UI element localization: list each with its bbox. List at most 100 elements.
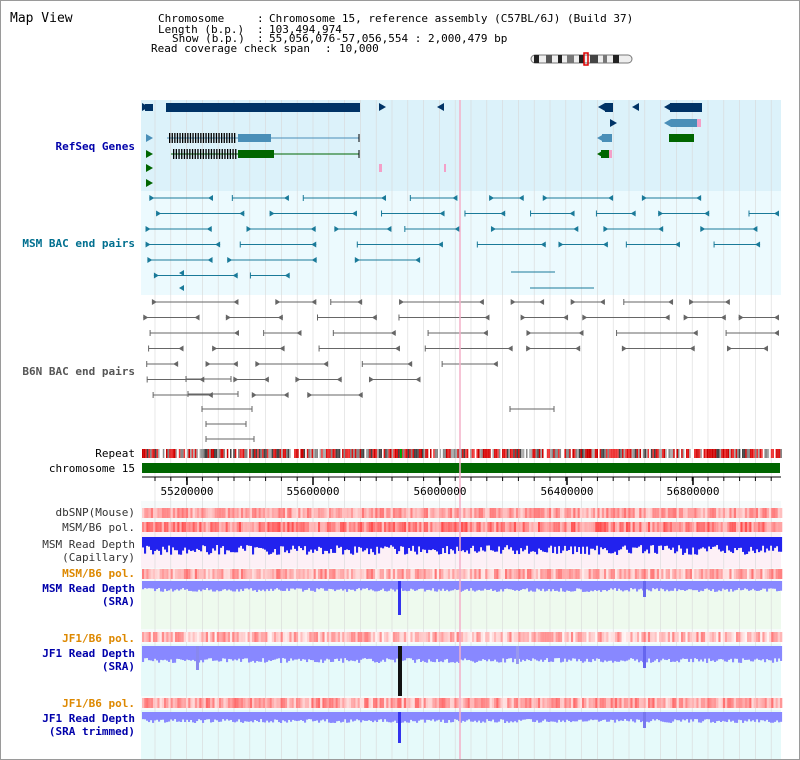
bac-end-marker xyxy=(277,314,283,321)
b6n-bac-track[interactable] xyxy=(143,299,779,442)
refseq-genes-track[interactable] xyxy=(142,103,702,187)
info-span-value: 10,000 xyxy=(339,42,379,55)
bac-end-marker xyxy=(704,210,710,217)
bac-end-marker xyxy=(520,314,526,321)
bac-end-marker xyxy=(295,376,301,383)
msm-depth-sra-label-2: (SRA) xyxy=(102,595,135,608)
msm-pol2-label: MSM/B6 pol. xyxy=(62,567,135,580)
bac-end-marker xyxy=(386,226,392,232)
gene-exon xyxy=(200,133,202,143)
bac-end-marker xyxy=(482,330,488,336)
bac-end-marker xyxy=(307,392,313,398)
gene-exon xyxy=(174,133,176,143)
bac-end-marker xyxy=(269,210,275,217)
msm-pol-label: MSM/B6 pol. xyxy=(62,521,135,534)
bac-end-marker xyxy=(225,314,231,321)
info-colon-1: : xyxy=(257,12,271,25)
jf1-depth-sra-label-1: JF1 Read Depth xyxy=(42,647,135,660)
gene-exon xyxy=(178,149,180,159)
gene-strand-arrow xyxy=(610,119,617,127)
bac-end-marker xyxy=(283,195,289,201)
msm-depth-cap-label-2: (Capillary) xyxy=(62,551,135,564)
chromosome-bar xyxy=(142,463,780,473)
gene-exon xyxy=(191,149,194,159)
bac-end-marker xyxy=(207,257,213,263)
bac-end-marker xyxy=(774,210,779,217)
bac-end-marker xyxy=(641,195,647,201)
bac-end-marker xyxy=(310,226,316,232)
bac-end-marker xyxy=(602,241,608,248)
bac-end-marker xyxy=(489,195,495,201)
gene-strand-arrow xyxy=(664,103,671,111)
bac-end-marker xyxy=(692,330,698,336)
bac-end-marker xyxy=(720,314,726,321)
jf1-pol2-label: JF1/B6 pol. xyxy=(62,697,135,710)
info-show-key: Show (b.p.) xyxy=(172,32,245,45)
bac-end-marker xyxy=(608,195,614,201)
gene-exon xyxy=(186,149,188,159)
bac-end-marker xyxy=(407,361,413,367)
gene-exon xyxy=(202,133,205,143)
bac-end-marker xyxy=(323,361,329,367)
dbsnp-label: dbSNP(Mouse) xyxy=(56,506,135,519)
bac-end-marker xyxy=(279,345,285,352)
bac-end-marker xyxy=(755,241,761,248)
bac-end-marker xyxy=(542,195,548,201)
bac-end-marker xyxy=(178,345,184,352)
gene-strand-arrow xyxy=(146,179,153,187)
bac-end-marker xyxy=(415,376,421,383)
bac-end-marker xyxy=(573,226,579,232)
gene-exon xyxy=(210,133,212,143)
gene-exon xyxy=(195,133,197,143)
bac-end-marker xyxy=(239,210,245,217)
msm-bac-track[interactable] xyxy=(145,195,779,291)
chromosome-ideogram[interactable] xyxy=(530,52,633,66)
bac-end-marker xyxy=(599,299,605,305)
gene-exon xyxy=(669,134,694,142)
bac-end-marker xyxy=(510,299,516,305)
gene-exon xyxy=(224,149,226,159)
bac-end-marker xyxy=(507,345,513,352)
bac-end-marker xyxy=(311,257,317,263)
polymorphism-heatmaps xyxy=(142,508,783,708)
bac-end-marker xyxy=(569,210,575,217)
bac-end-marker xyxy=(415,257,421,263)
bac-end-marker xyxy=(179,285,184,291)
gene-exon xyxy=(179,133,181,143)
gene-exon xyxy=(229,149,231,159)
gene-exon xyxy=(182,133,184,143)
gene-exon xyxy=(175,149,177,159)
bac-end-marker xyxy=(658,210,664,217)
axis-tick-label: 56800000 xyxy=(667,485,720,498)
gene-exon xyxy=(197,149,199,159)
bac-end-marker xyxy=(539,299,545,305)
gene-exon xyxy=(232,149,234,159)
gene-exon xyxy=(208,133,210,143)
bac-end-marker xyxy=(149,195,155,201)
gene-exon xyxy=(218,149,221,159)
bac-end-marker xyxy=(215,241,221,248)
gene-utr xyxy=(697,119,701,127)
info-chromosome-value: Chromosome 15, reference assembly (C57BL… xyxy=(269,12,634,25)
bac-end-marker xyxy=(664,314,670,321)
gene-strand-arrow xyxy=(379,103,386,111)
bac-end-marker xyxy=(738,314,744,321)
bac-end-marker xyxy=(603,226,609,232)
info-span-key: Read coverage check span xyxy=(151,42,310,55)
bac-end-marker xyxy=(526,345,532,352)
gene-exon xyxy=(181,149,183,159)
bac-end-marker xyxy=(700,226,706,232)
gene-exon xyxy=(197,133,199,143)
gene-exon xyxy=(671,119,697,127)
bac-end-marker xyxy=(518,195,524,201)
position-axis xyxy=(142,476,781,485)
gene-exon xyxy=(176,133,179,143)
gene-exon xyxy=(200,149,202,159)
bac-end-marker xyxy=(296,330,302,336)
bac-end-marker xyxy=(357,392,363,398)
bac-end-marker xyxy=(439,210,445,217)
bac-end-marker xyxy=(390,330,396,336)
bac-end-marker xyxy=(570,299,576,305)
gene-exon xyxy=(234,133,236,143)
msm-depth-sra-label-1: MSM Read Depth xyxy=(42,582,135,595)
